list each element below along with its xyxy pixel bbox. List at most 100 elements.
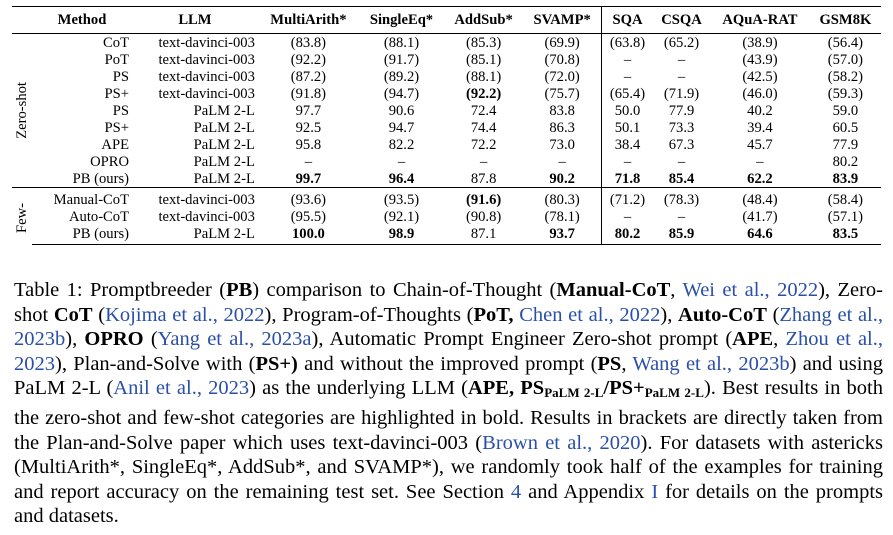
method-cell: Auto-CoT <box>69 208 129 225</box>
value-cell: (70.8) <box>544 51 580 68</box>
group-label: Zero-shot <box>14 82 30 139</box>
value-cell: (59.3) <box>827 85 864 102</box>
value-cell: 45.7 <box>747 136 773 153</box>
caption-text: ) comparison to Chain-of-Thought ( <box>252 279 557 301</box>
table-row: Auto-CoT text-davinci-003 (95.5) (92.1) (90.… <box>12 208 881 225</box>
llm-cell: text-davinci-003 <box>158 34 255 51</box>
citation-link[interactable]: Zhou et al., 2023 <box>14 328 884 375</box>
method-cell: PB (ours) <box>32 225 132 245</box>
method-cell: Manual-CoT <box>32 187 132 208</box>
caption-bold: Auto-CoT <box>678 303 767 326</box>
value-cell: 62.2 <box>710 170 810 188</box>
table-row: PS PaLM 2-L 97.7 90.6 72.4 83.8 50.0 77.9 40.2 59… <box>12 102 881 119</box>
value-cell: 67.3 <box>668 136 695 153</box>
table-row: APE PaLM 2-L 95.8 82.2 72.2 73.0 38.4 67.3 45.7 7… <box>12 136 881 153</box>
caption-bold: Manual-CoT <box>556 279 671 301</box>
value-cell: 87.1 <box>444 225 524 245</box>
llm-cell: text-davinci-003 <box>158 208 255 225</box>
citation-link[interactable]: Wei et al., 2022 <box>682 279 819 301</box>
value-cell: 96.4 <box>358 170 445 188</box>
llm-cell: PaLM 2-L <box>193 102 255 119</box>
citation-link[interactable]: Zhang et al., 2023b <box>14 303 883 351</box>
caption-text: ), Plan-and-Solve with ( <box>55 352 256 375</box>
value-cell: 97.7 <box>295 102 322 119</box>
group-label: Few- <box>14 202 30 233</box>
value-cell: (94.7) <box>383 85 420 102</box>
table-row: Zero-shot CoT text-davinci-003 (83.8) (88.1)… <box>12 33 881 139</box>
value-cell: – <box>601 68 653 85</box>
caption-bold: OPRO <box>84 328 144 351</box>
value-cell: (92.1) <box>383 208 420 225</box>
value-cell: 86.3 <box>549 119 575 136</box>
caption-text: and Appendix <box>521 480 652 503</box>
value-cell: – <box>677 51 686 68</box>
caption-text: ). For datasets with astericks (MultiAri… <box>14 431 883 503</box>
caption-bold: APE <box>732 328 774 351</box>
value-cell: (95.5) <box>290 208 327 225</box>
caption-text: ), Zero-shot <box>14 279 883 326</box>
table-body: Zero-shot CoT text-davinci-003 (83.8) (88.1)… <box>12 33 881 245</box>
value-cell: 85.9 <box>652 225 711 245</box>
value-cell: (85.1) <box>465 51 502 68</box>
value-cell: (92.2) <box>290 51 327 68</box>
value-cell: 95.8 <box>295 136 322 153</box>
caption-text: Table 1: Promptbreeder ( <box>14 279 227 301</box>
table-row: OPRO PaLM 2-L – – – – – – – 80.2 <box>12 153 881 170</box>
value-cell: (63.8) <box>601 33 653 51</box>
table-row: PB (ours) PaLM 2-L 99.7 96.4 87.8 90.2 71.8 85.… <box>12 170 881 188</box>
caption-text: ) and using PaLM 2-L ( <box>14 352 883 400</box>
col-header-singleeq: SingleEq* <box>358 6 445 34</box>
results-table-container: Method LLM MultiArith* SingleEq* AddSub*… <box>12 6 881 245</box>
value-cell: (65.2) <box>663 34 700 51</box>
col-header-sqa: SQA <box>601 6 653 34</box>
citation-link[interactable]: Wang et al., 2023b <box>632 352 790 375</box>
citation-link[interactable]: Kojima et al., 2022 <box>105 303 265 326</box>
value-cell: 74.4 <box>470 119 497 136</box>
value-cell: 80.2 <box>601 225 653 245</box>
value-cell: (91.7) <box>383 51 420 68</box>
value-cell: (85.3) <box>465 34 502 51</box>
llm-cell: PaLM 2-L <box>132 170 258 188</box>
value-cell: 40.2 <box>747 102 773 119</box>
value-cell: 100.0 <box>257 225 359 245</box>
appendix-link[interactable]: I <box>651 480 659 503</box>
value-cell: (57.0) <box>827 51 864 68</box>
method-cell: CoT <box>103 34 129 51</box>
value-cell: 85.4 <box>652 170 711 188</box>
value-cell: 87.8 <box>444 170 524 188</box>
value-cell: 72.4 <box>470 102 497 119</box>
section-link[interactable]: 4 <box>510 480 522 503</box>
value-cell: (78.1) <box>544 208 580 225</box>
group-label-cell: Few- <box>12 187 32 245</box>
citation-link[interactable]: Yang et al., 2023a <box>157 328 312 351</box>
citation-link[interactable]: Chen et al., 2022 <box>519 303 661 326</box>
value-cell: (91.8) <box>290 85 327 102</box>
llm-cell: PaLM 2-L <box>193 119 255 136</box>
table-caption: Table 1: Promptbreeder (PB) comparison t… <box>14 278 883 529</box>
llm-cell: PaLM 2-L <box>132 225 258 245</box>
llm-cell: PaLM 2-L <box>193 136 255 153</box>
value-cell: (72.0) <box>544 68 580 85</box>
citation-link[interactable]: Anil et al., 2023 <box>113 377 250 400</box>
caption-text: ), <box>660 303 679 326</box>
value-cell: (71.2) <box>601 187 653 208</box>
value-cell: (57.1) <box>827 208 864 225</box>
caption-text: ( <box>143 328 158 351</box>
col-header-gsm8k: GSM8K <box>809 6 881 34</box>
value-cell: – <box>479 153 488 170</box>
value-cell: (71.9) <box>663 85 700 102</box>
header-row: Method LLM MultiArith* SingleEq* AddSub*… <box>12 6 881 34</box>
value-cell: (88.1) <box>383 34 420 51</box>
value-cell: 93.7 <box>523 225 602 245</box>
caption-text: , <box>773 328 786 351</box>
value-cell: – <box>756 153 764 170</box>
method-cell: OPRO <box>90 153 129 170</box>
table-row: PS+ text-davinci-003 (91.8) (94.7) (92.2) (75… <box>12 85 881 102</box>
value-cell: 73.3 <box>668 119 695 136</box>
value-cell: 92.5 <box>295 119 322 136</box>
citation-link[interactable]: Brown et al., 2020 <box>482 431 641 454</box>
llm-cell: text-davinci-003 <box>158 68 255 85</box>
value-cell: (90.8) <box>465 208 502 225</box>
llm-cell: text-davinci-003 <box>132 187 258 208</box>
value-cell: (48.4) <box>710 187 810 208</box>
